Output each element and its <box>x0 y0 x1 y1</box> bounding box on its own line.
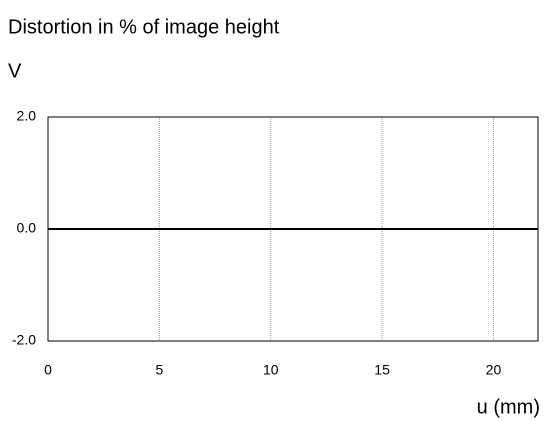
x-tick-label: 20 <box>486 362 502 378</box>
y-tick-label: -2.0 <box>12 332 36 348</box>
y-tick-label: 2.0 <box>17 108 37 124</box>
x-tick-label: 10 <box>263 362 279 378</box>
x-tick-label: 0 <box>44 362 52 378</box>
chart-title: Distortion in % of image height <box>8 16 280 38</box>
x-tick-label: 5 <box>155 362 163 378</box>
y-tick-label: 0.0 <box>17 220 37 236</box>
x-axis-label: u (mm) <box>477 396 540 418</box>
y-axis-label: V <box>8 60 22 82</box>
x-tick-label: 15 <box>374 362 390 378</box>
